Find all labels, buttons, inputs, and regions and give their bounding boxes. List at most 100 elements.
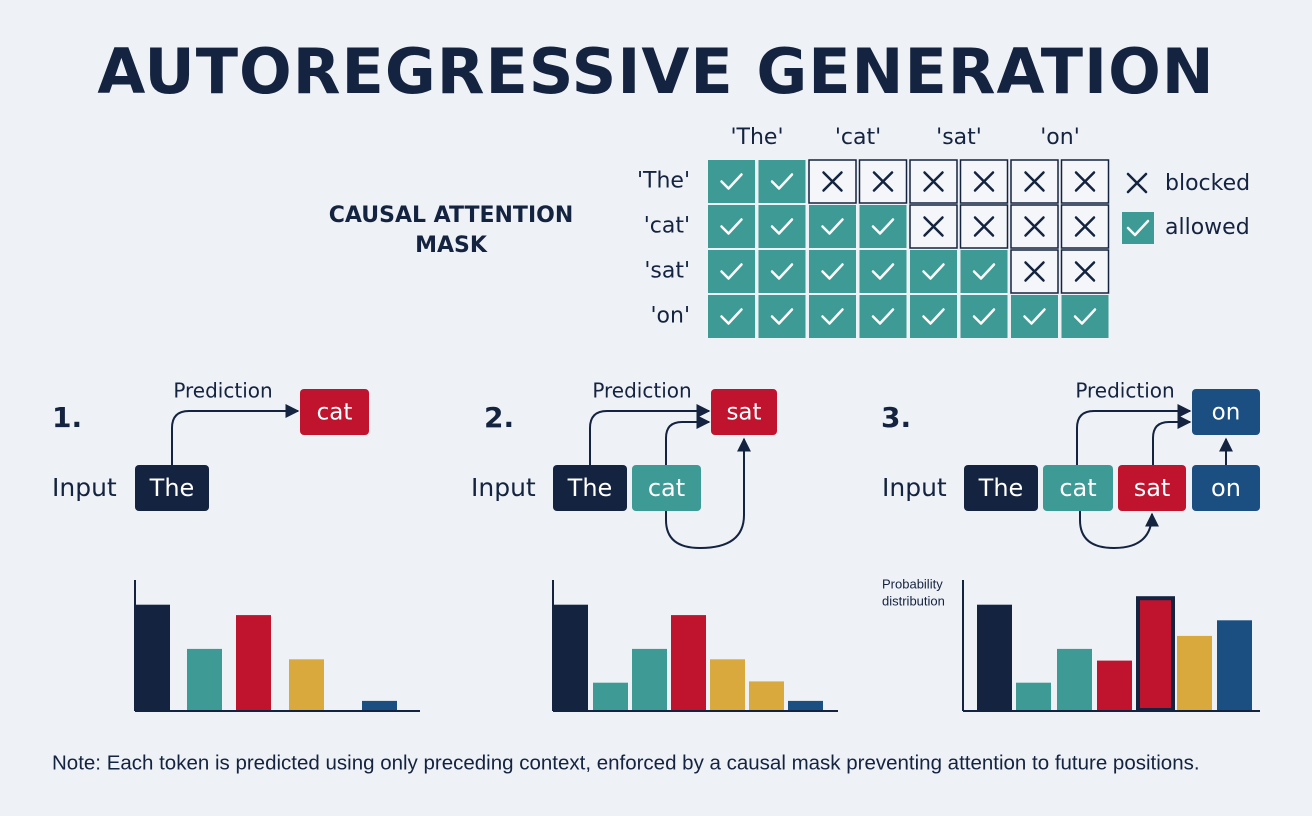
title: AUTOREGRESSIVE GENERATION (97, 35, 1214, 108)
allowed-cell (708, 160, 755, 203)
step-number: 1. (52, 401, 82, 434)
input-label: Input (52, 473, 117, 502)
allowed-cell (859, 250, 907, 293)
column-label: 'on' (1040, 125, 1080, 150)
allowed-cell (1061, 295, 1109, 338)
step-number: 2. (484, 401, 514, 434)
legend-cross (1126, 172, 1148, 194)
arrow (665, 415, 711, 465)
bar (788, 700, 823, 710)
check-icon (972, 308, 996, 325)
cross-icon (872, 171, 894, 192)
prediction-token: on (1212, 400, 1241, 426)
check-icon (720, 308, 743, 325)
allowed-cell (708, 295, 755, 338)
bar (289, 659, 324, 710)
row-label: 'on' (651, 304, 691, 329)
bar (236, 615, 271, 710)
check-icon (770, 308, 794, 325)
row-label: 'sat' (644, 259, 690, 284)
allowed-cell (758, 160, 806, 203)
legend-check (1126, 219, 1150, 237)
allowed-cell (859, 295, 907, 338)
column-label: 'cat' (835, 125, 881, 150)
bar (671, 615, 706, 710)
bar (1136, 596, 1175, 713)
token-box (1043, 465, 1113, 511)
prediction-token: sat (726, 400, 761, 426)
token-box (964, 465, 1038, 511)
cross-icon (1024, 261, 1045, 282)
bar (632, 648, 667, 710)
mask-title: CAUSAL ATTENTION (329, 203, 574, 228)
bar (362, 700, 397, 710)
allowed-cell (910, 250, 957, 293)
blocked-cell (1010, 249, 1059, 294)
check-icon (1073, 308, 1097, 325)
cross-icon (973, 171, 995, 192)
allowed-cell (1011, 295, 1058, 338)
note: Note: Each token is predicted using only… (52, 751, 1200, 774)
cross-icon (923, 171, 944, 192)
bar (710, 659, 745, 710)
bar (1177, 635, 1212, 710)
allowed-cell (859, 205, 907, 248)
row-label: 'cat' (644, 214, 690, 239)
cross-icon (973, 216, 995, 237)
bar (977, 604, 1012, 710)
token: cat (648, 474, 685, 502)
allowed-cell (708, 205, 755, 248)
token-box (1192, 465, 1260, 511)
bar (553, 604, 588, 710)
token-box (1118, 465, 1186, 511)
column-label: 'sat' (936, 125, 982, 150)
arrow (665, 437, 751, 550)
step-number: 3. (881, 401, 911, 434)
check-icon (720, 218, 743, 235)
check-icon (821, 308, 844, 325)
prediction-box (1192, 389, 1260, 435)
check-icon (922, 263, 945, 280)
check-icon (770, 263, 794, 280)
check-icon (770, 173, 794, 190)
check-icon (871, 263, 895, 280)
check-icon (821, 263, 844, 280)
distribution-label: Probability (882, 576, 943, 591)
allowed-cell (809, 295, 856, 338)
prediction-label: Prediction (173, 379, 272, 403)
allowed-cell (960, 295, 1008, 338)
cross-icon (1024, 216, 1045, 237)
allowed-cell (758, 205, 806, 248)
check-icon (871, 308, 895, 325)
check-icon (1023, 308, 1046, 325)
check-icon (821, 218, 844, 235)
arrow (1152, 415, 1192, 465)
bar (1057, 648, 1092, 710)
legend-label: blocked (1165, 171, 1250, 196)
token-box (553, 465, 627, 511)
input-label: Input (882, 473, 947, 502)
distribution-label: distribution (882, 593, 945, 608)
input-label: Input (471, 473, 536, 502)
check-icon (972, 263, 996, 280)
token: The (567, 474, 613, 502)
token: The (978, 474, 1024, 502)
token: sat (1134, 474, 1171, 502)
bar (1217, 620, 1252, 710)
check-icon (922, 308, 945, 325)
prediction-token: cat (317, 400, 353, 426)
allowed-cell (758, 250, 806, 293)
check-icon (720, 173, 743, 190)
bar (1016, 682, 1051, 710)
bar (1097, 660, 1132, 710)
token: The (149, 474, 195, 502)
arrow (1079, 511, 1159, 550)
cross-icon (1024, 171, 1045, 192)
check-icon (871, 218, 895, 235)
bar (749, 681, 784, 710)
check-icon (720, 263, 743, 280)
check-icon (770, 218, 794, 235)
allowed-cell (910, 295, 957, 338)
